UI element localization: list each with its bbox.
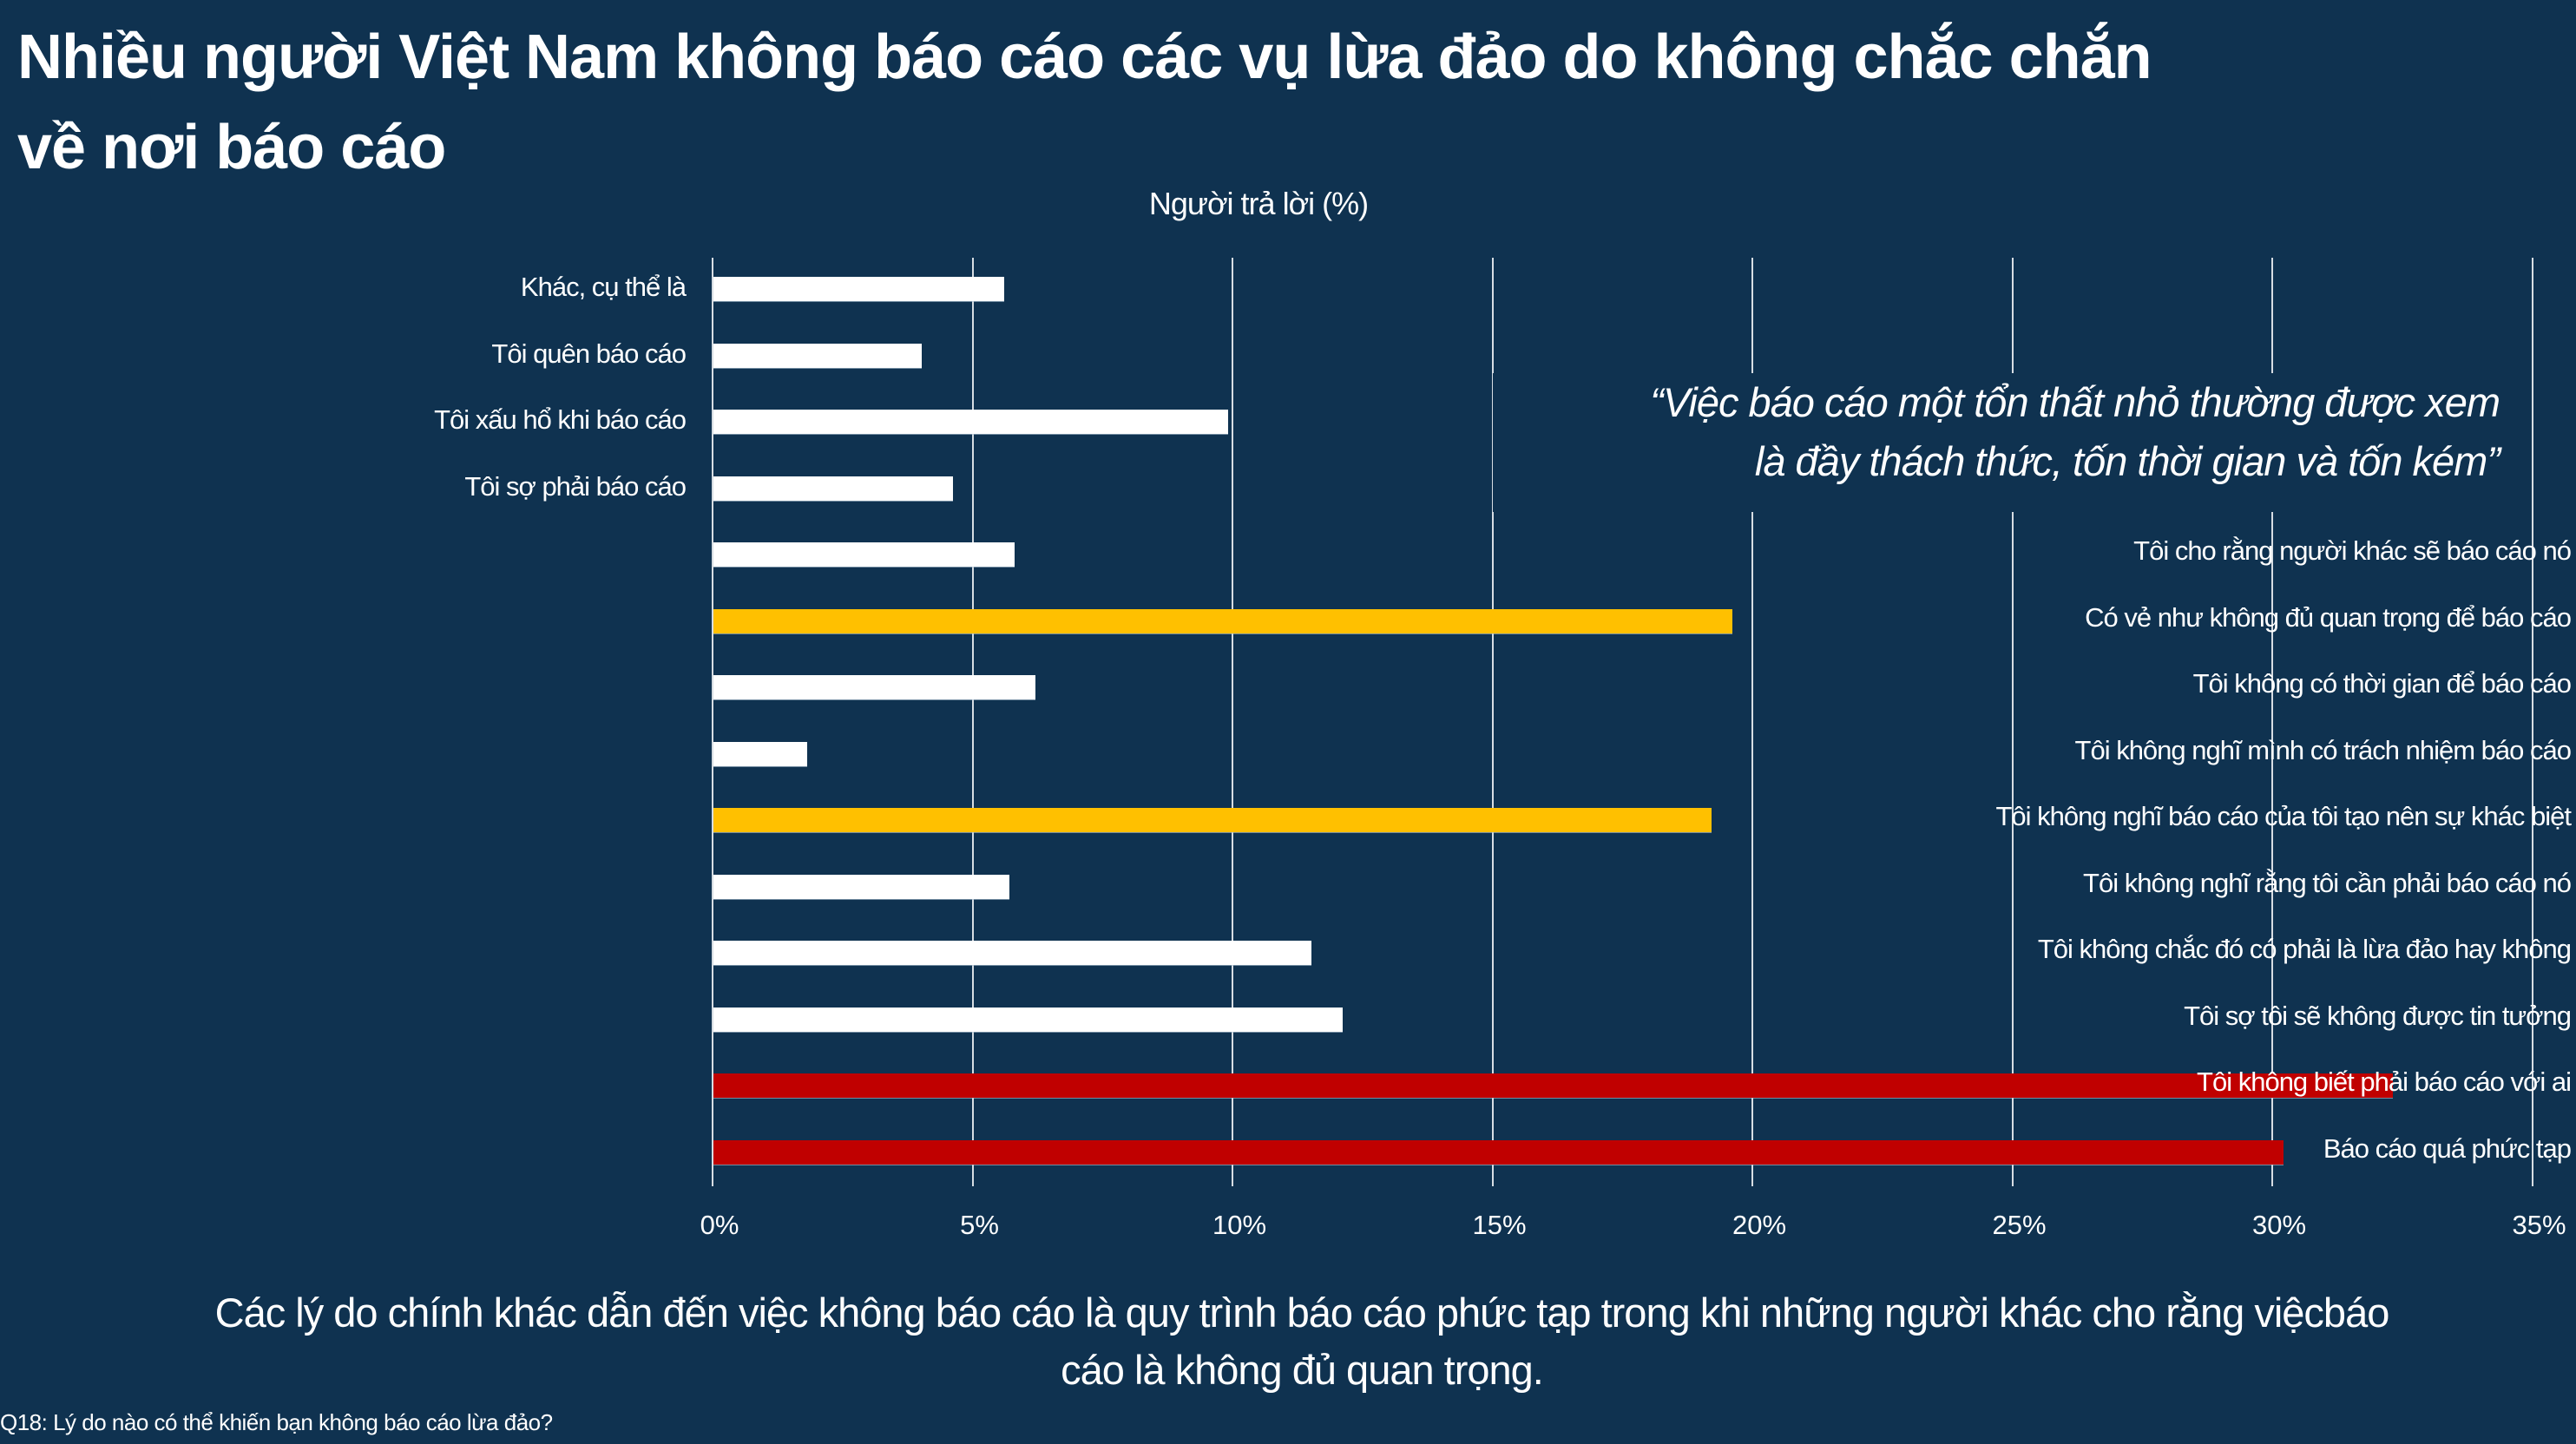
bar xyxy=(713,1073,2393,1098)
category-label: Tôi xấu hổ khi báo cáo xyxy=(434,404,687,435)
category-label: Tôi không chắc đó có phải là lừa đảo hay… xyxy=(2037,934,2572,964)
category-label: Tôi cho rằng người khác sẽ báo cáo nó xyxy=(2133,535,2572,566)
x-tick-label: 30% xyxy=(2251,1210,2307,1240)
x-tick-label: 0% xyxy=(700,1210,739,1240)
quote-line-2: là đầy thách thức, tốn thời gian và tốn … xyxy=(1754,438,2500,484)
category-label: Tôi không biết phải báo cáo với ai xyxy=(2197,1067,2572,1097)
survey-question-footnote: Q18: Lý do nào có thể khiến bạn không bá… xyxy=(0,1409,553,1435)
quote-line-1: “Việc báo cáo một tổn thất nhỏ thường đư… xyxy=(1650,379,2500,425)
gridline xyxy=(2271,258,2273,1186)
bar xyxy=(713,675,1036,699)
gridline xyxy=(712,258,713,1186)
x-tick-label: 5% xyxy=(960,1210,999,1240)
title-line-1: Nhiều người Việt Nam không báo cáo các v… xyxy=(17,23,2152,92)
bar xyxy=(713,608,1733,633)
category-label: Báo cáo quá phức tạp xyxy=(2323,1132,2572,1164)
category-label: Tôi không nghĩ mình có trách nhiệm báo c… xyxy=(2074,734,2572,765)
gridline xyxy=(971,258,974,1186)
caption-line-1: Các lý do chính khác dẫn đến việc không … xyxy=(214,1290,2390,1336)
bar xyxy=(713,741,807,766)
bar xyxy=(713,941,1311,965)
gridline xyxy=(1232,258,1233,1186)
category-label: Có vẻ như không đủ quan trọng để báo cáo xyxy=(2085,601,2572,633)
title-line-2: về nơi báo cáo xyxy=(17,113,446,182)
x-tick-label: 10% xyxy=(1212,1210,1267,1240)
bar xyxy=(713,410,1228,434)
category-label: Tôi sợ tôi sẽ không được tin tưởng xyxy=(2184,1000,2572,1031)
category-label: Tôi không nghĩ rằng tôi cần phải báo cáo… xyxy=(2083,867,2572,898)
category-label: Tôi không có thời gian để báo cáo xyxy=(2192,668,2572,699)
bar xyxy=(713,476,953,501)
x-tick-label: 15% xyxy=(1472,1210,1527,1240)
gridline xyxy=(2011,258,2014,1186)
x-tick-label: 20% xyxy=(1732,1210,1787,1240)
page-title: Nhiều người Việt Nam không báo cáo các v… xyxy=(17,12,2361,193)
category-label: Khác, cụ thể là xyxy=(520,272,687,302)
caption-line-2: cáo là không đủ quan trọng. xyxy=(1061,1347,1544,1393)
bar xyxy=(713,343,922,368)
x-tick-label: 35% xyxy=(2512,1210,2566,1240)
category-label: Tôi không nghĩ báo cáo của tôi tạo nên s… xyxy=(1995,801,2572,831)
bar xyxy=(713,277,1005,301)
summary-caption: Các lý do chính khác dẫn đến việc không … xyxy=(52,1284,2552,1399)
quote-annotation: “Việc báo cáo một tổn thất nhỏ thường đư… xyxy=(1493,373,2517,512)
x-tick-label: 25% xyxy=(1992,1210,2047,1240)
category-label: Tôi quên báo cáo xyxy=(491,338,687,369)
axis-title: Người trả lời (%) xyxy=(1148,186,1369,221)
bar xyxy=(713,808,1712,832)
bar xyxy=(713,874,1010,899)
bar xyxy=(713,1007,1343,1032)
category-label: Tôi sợ phải báo cáo xyxy=(464,470,687,502)
gridline xyxy=(1491,258,1494,1186)
bar xyxy=(713,1139,2284,1165)
gridline xyxy=(2531,258,2533,1186)
gridline xyxy=(1751,258,1753,1186)
bar xyxy=(713,542,1015,567)
